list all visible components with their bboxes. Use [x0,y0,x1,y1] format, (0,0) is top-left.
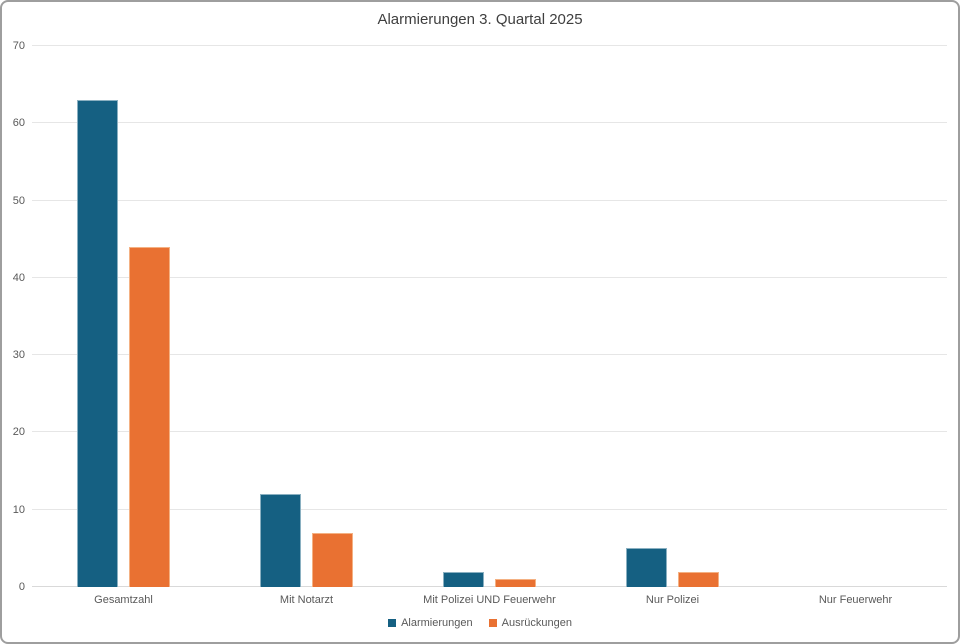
x-axis-line [32,586,947,587]
chart-title: Alarmierungen 3. Quartal 2025 [377,11,583,28]
legend-label: Ausrückungen [501,617,572,629]
plot-area [32,45,947,587]
bar-ausrückungen-mit-polizei-und-feuerwehr[interactable] [494,579,536,587]
x-axis-category-label: Mit Notarzt [279,594,334,606]
gridline [32,122,947,124]
bar-alarmierungen-nur-polizei[interactable] [625,548,667,587]
x-axis-category-label: Nur Feuerwehr [818,594,893,606]
y-axis-tick-label: 20 [12,426,25,439]
x-axis-labels: Gesamtzahl Mit Notarzt Mit Polizei UND F… [32,594,947,608]
bar-alarmierungen-gesamtzahl[interactable] [76,100,118,587]
x-axis-category-label: Mit Polizei UND Feuerwehr [423,594,556,606]
legend-marker-ausrueckungen-icon [488,619,497,627]
gridline [32,199,947,201]
x-axis-category-label: Gesamtzahl [94,594,153,606]
y-axis-tick-label: 30 [12,349,25,362]
y-axis-tick-label: 70 [12,40,25,52]
bar-ausrückungen-nur-polizei[interactable] [677,571,719,587]
gridline [32,508,947,510]
y-axis-tick-label: 40 [12,271,25,284]
bar-ausrückungen-mit-notarzt[interactable] [311,532,353,587]
legend-marker-alarmierungen-icon [388,619,397,627]
legend-item-ausrueckungen[interactable]: Ausrückungen [488,617,572,629]
legend-label: Alarmierungen [401,617,473,629]
y-axis-tick-label: 50 [12,194,25,207]
gridline [32,276,947,278]
y-axis-tick-label: 60 [12,117,25,130]
legend-item-alarmierungen[interactable]: Alarmierungen [388,617,473,629]
y-axis-tick-label: 10 [12,503,25,516]
y-axis-labels: 0 10 20 30 40 50 60 70 [2,40,25,593]
legend: Alarmierungen Ausrückungen [2,615,958,631]
gridline [32,431,947,433]
x-axis-category-label: Nur Polizei [645,594,700,606]
gridline [32,45,947,46]
y-axis-tick-label: 0 [18,581,25,593]
bar-ausrückungen-gesamtzahl[interactable] [128,246,170,587]
gridline [32,354,947,356]
bar-alarmierungen-mit-polizei-und-feuerwehr[interactable] [442,571,484,587]
bar-alarmierungen-mit-notarzt[interactable] [259,494,301,587]
